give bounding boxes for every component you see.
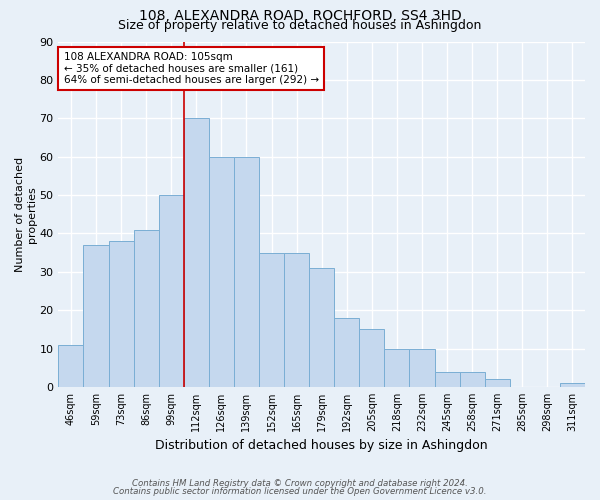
Bar [134,230,158,387]
Text: 108 ALEXANDRA ROAD: 105sqm
← 35% of detached houses are smaller (161)
64% of sem: 108 ALEXANDRA ROAD: 105sqm ← 35% of deta… [64,52,319,85]
Bar [209,156,234,387]
Bar [334,318,359,387]
Bar [359,330,385,387]
Bar [284,252,309,387]
Bar [409,348,434,387]
Bar [83,245,109,387]
Bar [184,118,209,387]
Text: Size of property relative to detached houses in Ashingdon: Size of property relative to detached ho… [118,19,482,32]
Bar [259,252,284,387]
Bar [158,195,184,387]
Bar [434,372,460,387]
Bar [58,344,83,387]
Bar [309,268,334,387]
Bar [234,156,259,387]
Bar [560,383,585,387]
Y-axis label: Number of detached
properties: Number of detached properties [15,156,37,272]
X-axis label: Distribution of detached houses by size in Ashingdon: Distribution of detached houses by size … [155,440,488,452]
Bar [460,372,485,387]
Bar [109,241,134,387]
Bar [485,380,510,387]
Bar [385,348,409,387]
Text: 108, ALEXANDRA ROAD, ROCHFORD, SS4 3HD: 108, ALEXANDRA ROAD, ROCHFORD, SS4 3HD [139,9,461,23]
Text: Contains HM Land Registry data © Crown copyright and database right 2024.: Contains HM Land Registry data © Crown c… [132,478,468,488]
Text: Contains public sector information licensed under the Open Government Licence v3: Contains public sector information licen… [113,487,487,496]
